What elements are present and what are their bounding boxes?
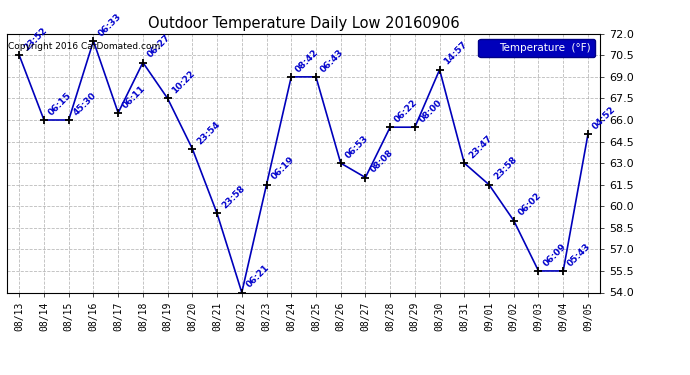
Text: 06:43: 06:43 — [319, 48, 346, 74]
Text: Copyright 2016 CarDomated.com: Copyright 2016 CarDomated.com — [8, 42, 160, 51]
Text: 23:54: 23:54 — [195, 119, 221, 146]
Text: 23:58: 23:58 — [220, 184, 246, 211]
Text: 06:21: 06:21 — [244, 263, 271, 290]
Text: 04:52: 04:52 — [591, 105, 618, 132]
Text: 45:30: 45:30 — [72, 91, 98, 117]
Title: Outdoor Temperature Daily Low 20160906: Outdoor Temperature Daily Low 20160906 — [148, 16, 460, 31]
Text: 06:11: 06:11 — [121, 84, 148, 110]
Text: 06:33: 06:33 — [96, 12, 123, 38]
Text: 23:47: 23:47 — [467, 134, 494, 160]
Text: 06:53: 06:53 — [344, 134, 370, 160]
Text: 08:42: 08:42 — [294, 48, 321, 74]
Text: 05:43: 05:43 — [566, 242, 593, 268]
Text: 06:19: 06:19 — [269, 155, 296, 182]
Text: 14:57: 14:57 — [442, 40, 469, 67]
Text: 06:27: 06:27 — [146, 33, 172, 60]
Text: 06:02: 06:02 — [517, 191, 543, 218]
Text: 23:58: 23:58 — [492, 155, 518, 182]
Text: 06:09: 06:09 — [541, 242, 568, 268]
Legend: Temperature  (°F): Temperature (°F) — [478, 39, 595, 57]
Text: 06:15: 06:15 — [47, 91, 73, 117]
Text: 10:22: 10:22 — [170, 69, 197, 96]
Text: 08:00: 08:00 — [417, 98, 444, 124]
Text: 23:52: 23:52 — [22, 26, 49, 53]
Text: 06:22: 06:22 — [393, 98, 420, 124]
Text: 08:08: 08:08 — [368, 148, 395, 175]
